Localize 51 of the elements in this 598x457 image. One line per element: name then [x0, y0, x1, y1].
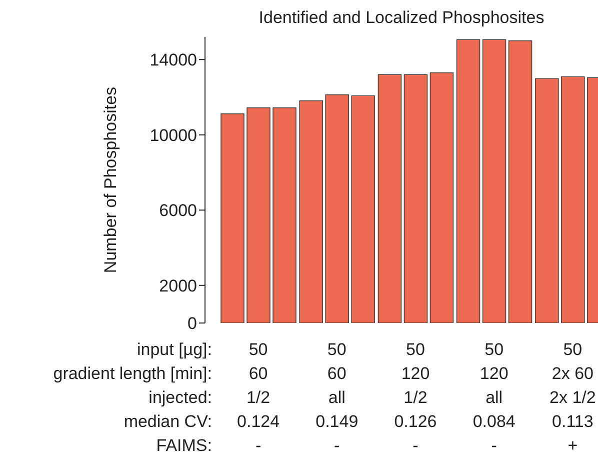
text: 0.124: [236, 412, 281, 432]
text: all: [327, 388, 346, 408]
text: 50: [484, 340, 505, 360]
y-tick-label: 2000: [159, 276, 197, 296]
bar: [272, 107, 296, 323]
bar: [220, 113, 244, 323]
y-tick-label: 14000: [150, 50, 197, 70]
bar: [351, 95, 375, 323]
text: median CV:: [124, 412, 212, 432]
text: 0.149: [314, 412, 360, 432]
text: 50: [562, 340, 584, 360]
text: -: [490, 436, 498, 456]
bar: [246, 107, 270, 323]
text: 120: [478, 364, 510, 384]
y-tick-label: 6000: [159, 201, 197, 220]
text: -: [412, 436, 420, 456]
text: -: [254, 436, 262, 456]
text: FAIMS:: [156, 436, 212, 456]
text: input [µg]:: [136, 340, 212, 360]
bar: [535, 78, 559, 323]
bar: [404, 74, 428, 323]
text: 0.084: [472, 412, 516, 432]
text: 1/2: [245, 388, 272, 408]
y-tick-label: 10000: [150, 126, 197, 145]
text: gradient length [min]:: [53, 364, 212, 384]
bar: [456, 39, 480, 323]
text: -: [333, 436, 341, 456]
bar: [430, 72, 454, 323]
text: 0.126: [393, 412, 438, 432]
bar: [508, 40, 532, 323]
text: 60: [248, 364, 269, 384]
text: 120: [400, 364, 431, 384]
y-tick-label: 0: [188, 314, 197, 334]
text: 1/2: [402, 388, 428, 408]
text: 2x 60: [550, 364, 594, 384]
text: 50: [248, 340, 269, 360]
text: 0.113: [551, 412, 594, 432]
text: all: [484, 388, 504, 408]
text: 2x 1/2: [548, 388, 597, 408]
text: 60: [326, 364, 348, 384]
y-axis-title: Number of Phosphosites: [101, 86, 120, 274]
text: +: [566, 436, 579, 456]
text: 50: [326, 340, 348, 360]
bar: [561, 76, 585, 323]
bar: [299, 100, 323, 323]
text: 50: [405, 340, 426, 360]
chart-title: Identified and Localized Phosphosites: [258, 8, 546, 28]
bar: [325, 94, 349, 323]
text: injected:: [148, 388, 212, 408]
bar: [378, 74, 402, 323]
bar: [482, 39, 506, 323]
